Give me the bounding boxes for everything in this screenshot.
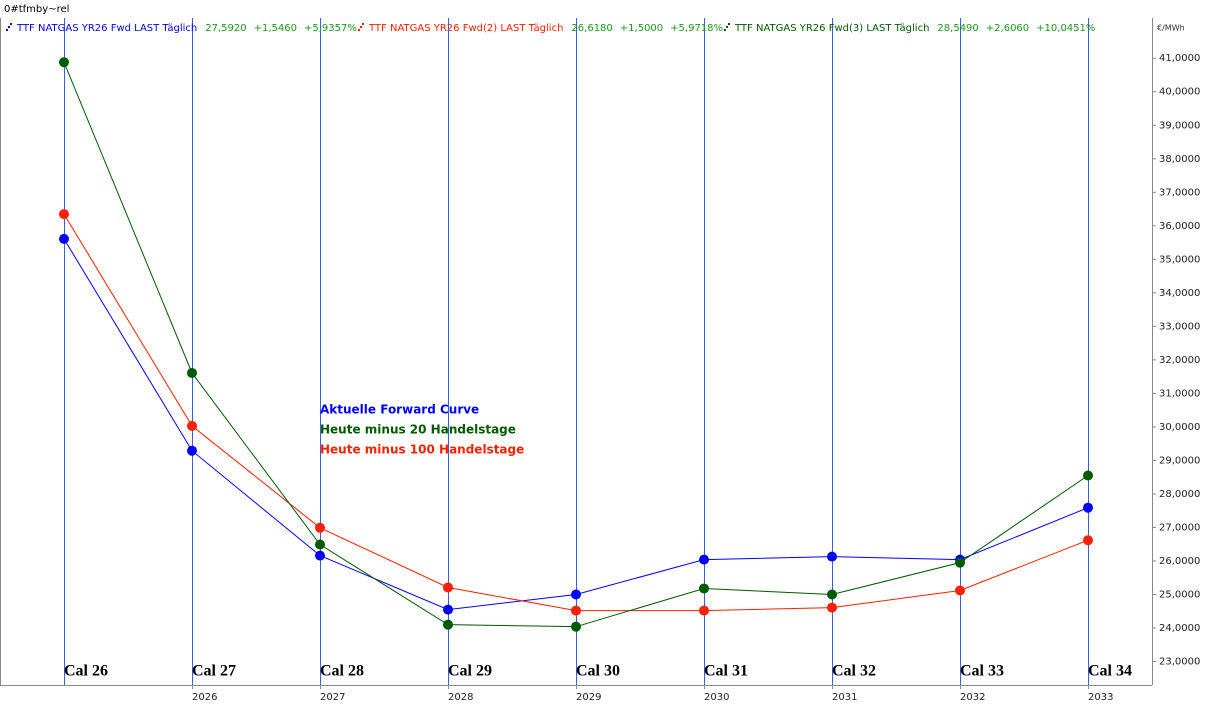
- category-label: Cal 31: [704, 663, 748, 680]
- x-tick-label: 2028: [448, 692, 473, 703]
- y-tick-label: 24,0000: [1159, 623, 1200, 634]
- legend-label: TTF NATGAS YR26 Fwd LAST Täglich: [16, 23, 197, 34]
- data-point: [699, 554, 709, 565]
- data-point: [59, 233, 69, 244]
- legend-icon: [728, 23, 730, 25]
- data-point: [955, 585, 965, 596]
- legend-value: +5,9357%: [304, 23, 357, 34]
- y-tick-label: 31,0000: [1159, 388, 1200, 399]
- x-tick-label: 2026: [192, 692, 217, 703]
- x-tick-label: 2029: [576, 692, 601, 703]
- y-tick-label: 25,0000: [1159, 590, 1200, 601]
- legend-icon: [724, 29, 726, 31]
- data-point: [955, 557, 965, 568]
- data-point: [827, 551, 837, 562]
- category-label: Cal 28: [320, 663, 364, 680]
- data-point: [699, 583, 709, 594]
- legend-icon: [10, 23, 12, 25]
- y-tick-label: 30,0000: [1159, 422, 1200, 433]
- annotation: Heute minus 100 Handelstage: [320, 443, 524, 457]
- category-label: Cal 32: [832, 663, 876, 680]
- data-point: [443, 582, 453, 593]
- data-point: [187, 445, 197, 456]
- data-point: [1083, 470, 1093, 481]
- legend-icon: [8, 26, 10, 28]
- legend-label: TTF NATGAS YR26 Fwd(2) LAST Täglich: [368, 23, 563, 34]
- legend-value: +2,6060: [986, 23, 1029, 34]
- y-tick-label: 39,0000: [1159, 120, 1200, 131]
- data-point: [59, 209, 69, 220]
- y-tick-label: 36,0000: [1159, 221, 1200, 232]
- data-point: [571, 621, 581, 632]
- data-point: [187, 367, 197, 378]
- legend-value: +10,0451%: [1036, 23, 1095, 34]
- data-point: [315, 522, 325, 533]
- legend-value: +1,5000: [620, 23, 663, 34]
- category-label: Cal 30: [576, 663, 620, 680]
- annotation: Heute minus 20 Handelstage: [320, 423, 516, 437]
- legend-value: 27,5920: [205, 23, 246, 34]
- y-tick-label: 34,0000: [1159, 288, 1200, 299]
- legend-icon: [362, 23, 364, 25]
- data-point: [699, 605, 709, 616]
- category-label: Cal 26: [64, 663, 108, 680]
- y-tick-label: 35,0000: [1159, 254, 1200, 265]
- y-tick-label: 28,0000: [1159, 489, 1200, 500]
- y-tick-label: 38,0000: [1159, 154, 1200, 165]
- legend-icon: [726, 26, 728, 28]
- legend-value: 26,6180: [571, 23, 612, 34]
- data-point: [443, 619, 453, 630]
- data-point: [315, 539, 325, 550]
- x-tick-label: 2027: [320, 692, 345, 703]
- y-tick-label: 33,0000: [1159, 321, 1200, 332]
- data-point: [571, 605, 581, 616]
- category-label: Cal 29: [448, 663, 492, 680]
- data-point: [315, 550, 325, 561]
- legend-value: 28,5490: [937, 23, 978, 34]
- y-tick-label: 23,0000: [1159, 657, 1200, 668]
- y-tick-label: 32,0000: [1159, 355, 1200, 366]
- category-label: Cal 33: [960, 663, 1004, 680]
- y-tick-label: 26,0000: [1159, 556, 1200, 567]
- data-point: [827, 589, 837, 600]
- legend-value: +5,9718%: [670, 23, 723, 34]
- chart-title: 0#tfmby~rel: [4, 4, 69, 15]
- y-tick-label: 37,0000: [1159, 187, 1200, 198]
- annotation: Aktuelle Forward Curve: [320, 403, 479, 417]
- data-point: [827, 602, 837, 613]
- data-point: [1083, 535, 1093, 546]
- legend-icon: [6, 29, 8, 31]
- y-tick-label: 27,0000: [1159, 522, 1200, 533]
- x-tick-label: 2030: [704, 692, 729, 703]
- unit-label: €/MWh: [1157, 24, 1185, 33]
- y-tick-label: 41,0000: [1159, 53, 1200, 64]
- legend-icon: [358, 29, 360, 31]
- category-label: Cal 34: [1088, 663, 1132, 680]
- data-point: [443, 604, 453, 615]
- x-tick-label: 2032: [960, 692, 985, 703]
- data-point: [1083, 502, 1093, 513]
- category-label: Cal 27: [192, 663, 236, 680]
- data-point: [187, 420, 197, 431]
- y-tick-label: 29,0000: [1159, 455, 1200, 466]
- data-point: [571, 589, 581, 600]
- legend-value: +1,5460: [254, 23, 297, 34]
- x-tick-label: 2033: [1088, 692, 1113, 703]
- data-point: [59, 57, 69, 68]
- x-tick-label: 2031: [832, 692, 857, 703]
- legend-icon: [360, 26, 362, 28]
- legend-label: TTF NATGAS YR26 Fwd(3) LAST Täglich: [734, 23, 929, 34]
- y-tick-label: 40,0000: [1159, 87, 1200, 98]
